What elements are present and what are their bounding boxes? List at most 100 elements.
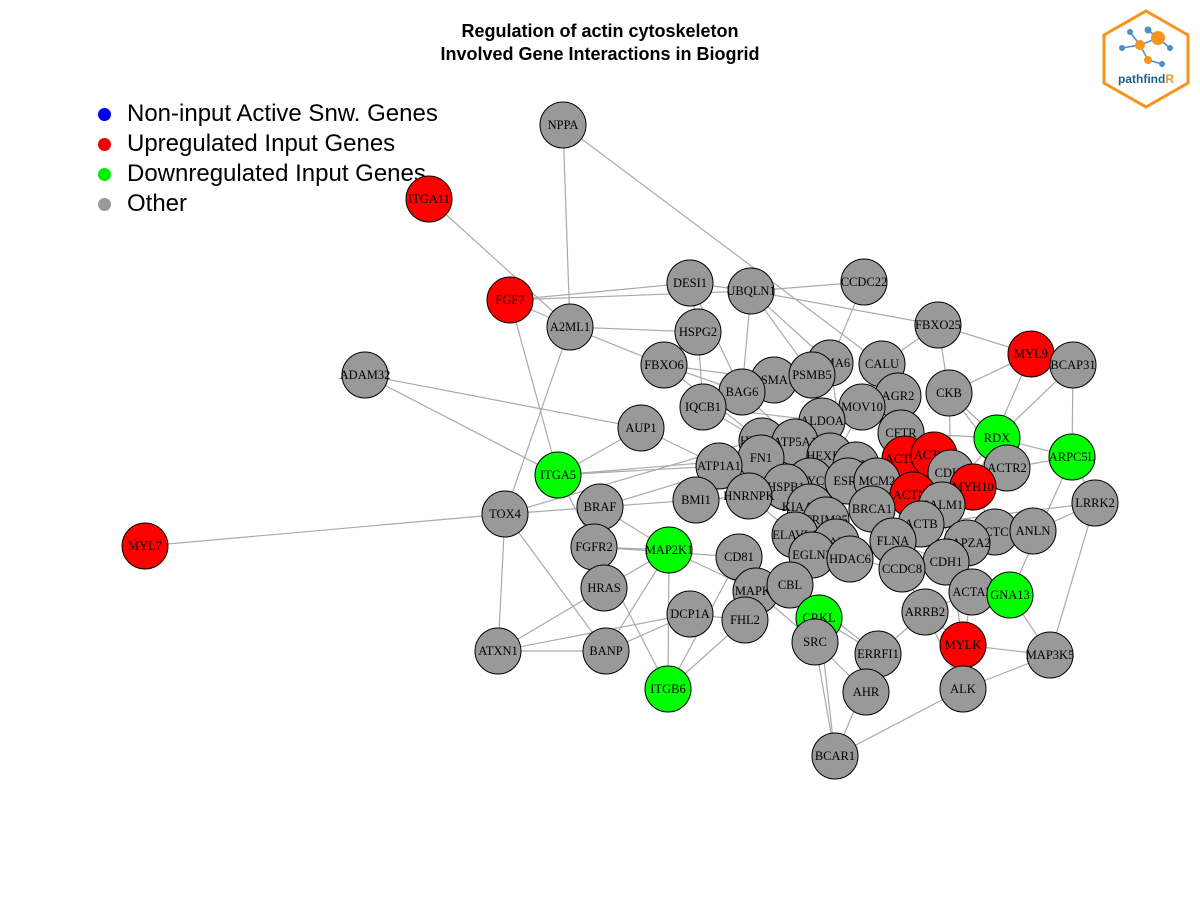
node-arrb2: ARRB2 [901, 588, 949, 636]
edge-myl7-tox4 [144, 513, 506, 547]
node-circle [534, 451, 582, 499]
node-ubqln1: UBQLN1 [726, 267, 776, 315]
legend-item-downregulated: Downregulated Input Genes [98, 159, 438, 189]
node-actr2: ACTR2 [983, 444, 1031, 492]
node-lrrk2: LRRK2 [1071, 479, 1119, 527]
edge-itga11-a2ml1 [428, 198, 571, 328]
node-circle [474, 627, 522, 675]
node-map2k1: MAP2K1 [645, 526, 693, 574]
node-a2ml1: A2ML1 [546, 303, 594, 351]
node-label: BCAP31 [1050, 358, 1095, 372]
node-errfi1: ERRFI1 [854, 630, 902, 678]
node-circle [925, 369, 973, 417]
node-label: HNRNPK [723, 489, 774, 503]
node-label: AHR [853, 685, 880, 699]
node-bag6: BAG6 [718, 368, 766, 416]
node-circle [679, 383, 727, 431]
node-label: ATP5A1 [773, 435, 817, 449]
node-circle [341, 351, 389, 399]
node-label: FN1 [750, 451, 772, 465]
node-label: CDH1 [930, 555, 963, 569]
node-circle [674, 308, 722, 356]
node-label: FGF7 [495, 293, 524, 307]
edge-fgf7-desi1 [509, 282, 691, 301]
node-label: PSMA1 [754, 373, 794, 387]
node-ccdc8: CCDC8 [878, 545, 926, 593]
node-src: SRC [791, 618, 839, 666]
node-label: FLNA [877, 534, 910, 548]
edge-nppa-calu [562, 124, 883, 365]
node-label: ACTB [904, 517, 937, 531]
node-tox4: TOX4 [481, 490, 529, 538]
node-label: ANLN [1016, 524, 1051, 538]
node-label: ALK [950, 682, 976, 696]
node-atxn1: ATXN1 [474, 627, 522, 675]
node-label: FGFR2 [575, 540, 613, 554]
node-label: MOV10 [841, 400, 883, 414]
node-label: BCAR1 [815, 749, 855, 763]
legend-dot-icon [98, 137, 111, 151]
node-circle [727, 267, 775, 315]
node-label: GNA13 [990, 588, 1030, 602]
edge-itga5-atp1a1 [557, 465, 720, 476]
node-nppa: NPPA [539, 101, 587, 149]
node-label: EGLN3 [792, 548, 832, 562]
legend-dot-icon [98, 167, 111, 181]
node-fgf7: FGF7 [486, 276, 534, 324]
chart-subtitle: Involved Gene Interactions in Biogrid [440, 44, 760, 64]
node-label: BANP [589, 644, 622, 658]
node-bmi1: BMI1 [672, 476, 720, 524]
node-map3k5: MAP3K5 [1026, 631, 1075, 679]
node-hspg2: HSPG2 [674, 308, 722, 356]
node-circle [840, 258, 888, 306]
node-label: ITGA5 [540, 468, 576, 482]
edge-nppa-a2ml1 [562, 124, 571, 328]
node-label: FBXO6 [644, 358, 684, 372]
node-circle [1009, 507, 1057, 555]
node-bcap31: BCAP31 [1049, 341, 1097, 389]
node-label: FHL2 [730, 613, 760, 627]
node-circle [721, 596, 769, 644]
edge-adam32-itga5 [364, 374, 559, 476]
legend-label: Other [127, 190, 188, 217]
node-circle [580, 564, 628, 612]
node-circle [766, 561, 814, 609]
node-circle [405, 175, 453, 223]
node-circle [842, 668, 890, 716]
legend-item-non-input: Non-input Active Snw. Genes [98, 99, 438, 129]
node-cdh1: CDH1 [922, 538, 970, 586]
node-dcp1a: DCP1A [666, 590, 714, 638]
node-layer: NPPA ITGA11 FGF7 A2ML1 DESI1 UBQLN1 CCDC22 FBXO… [121, 101, 1119, 780]
node-atp1a1: ATP1A1 [695, 442, 743, 490]
node-mov10: MOV10 [838, 383, 886, 431]
node-circle [1048, 433, 1096, 481]
node-label: MAP3K5 [1026, 648, 1075, 662]
legend-item-other: Other [98, 189, 438, 219]
legend-dot-icon [98, 197, 111, 211]
node-circle [666, 590, 714, 638]
node-circle [939, 665, 987, 713]
legend-item-upregulated: Upregulated Input Genes [98, 129, 438, 159]
node-label: UBQLN1 [726, 284, 775, 298]
legend-dot-icon [98, 107, 111, 121]
node-circle [1071, 479, 1119, 527]
node-label: HDAC6 [829, 552, 871, 566]
edge-map3k5-lrrk2 [1049, 502, 1096, 656]
node-label: CCDC8 [882, 562, 922, 576]
node-label: BRAF [584, 500, 617, 514]
node-braf: BRAF [576, 483, 624, 531]
node-iqcb1: IQCB1 [679, 383, 727, 431]
edge-tox4-banp [504, 513, 607, 652]
node-label: ALDOA [800, 414, 844, 428]
node-label: AGR2 [882, 389, 915, 403]
node-circle [121, 522, 169, 570]
node-circle [914, 301, 962, 349]
node-anln: ANLN [1009, 507, 1057, 555]
legend-label: Upregulated Input Genes [127, 130, 396, 157]
legend-label: Non-input Active Snw. Genes [127, 100, 438, 127]
node-circle [486, 276, 534, 324]
node-label: DESI1 [673, 276, 707, 290]
edge-ubqln1-fbxo25 [750, 290, 939, 326]
edge-bcar1-alk [834, 688, 964, 757]
node-psmb5: PSMB5 [788, 351, 836, 399]
